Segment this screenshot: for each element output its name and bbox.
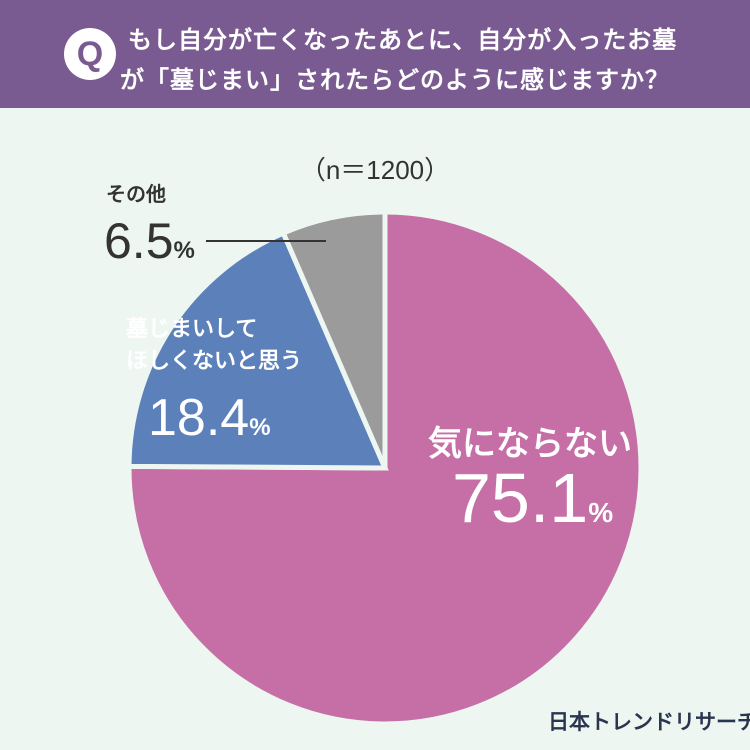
slice-value-dont-want-number: 18.4 [148,389,250,447]
slice-value-dont-mind-number: 75.1 [452,459,589,537]
slice-value-dont-want: 18.4% [148,388,271,448]
pie-slice-dont-mind [126,209,644,727]
slice-value-dont-want-unit: % [249,414,271,441]
slice-value-other: 6.5% [104,212,195,270]
question-header: Q もし自分が亡くなったあとに、自分が入ったお墓 が「墓じまい」されたらどのよう… [0,0,750,108]
slice-value-dont-mind: 75.1% [452,458,613,538]
slice-value-dont-mind-unit: % [588,497,614,528]
question-badge: Q [64,28,116,80]
question-text-line-2: が「墓じまい」されたらどのように感じますか？ [120,66,670,94]
question-text-line-1: もし自分が亡くなったあとに、自分が入ったお墓 [128,26,678,54]
brand-logo-text: 日本トレンドリサーチ [548,710,750,734]
slice-label-dont-want-line-1: 墓じまいして [126,317,258,342]
slice-value-other-number: 6.5 [104,213,174,269]
pie-slice-other [280,209,388,469]
slice-label-other: その他 [106,182,166,206]
slice-label-dont-mind: 気にならない [428,424,632,464]
slice-label-dont-want-line-2: ほしくないと思う [126,349,303,374]
sample-size: （n＝1200） [299,155,451,185]
pie-slice-dont-want [126,229,389,471]
leader-line-other [206,240,326,242]
slice-label-dont-want: 墓じまいしてほしくないと思う [126,314,336,378]
slice-value-other-unit: % [173,237,195,264]
